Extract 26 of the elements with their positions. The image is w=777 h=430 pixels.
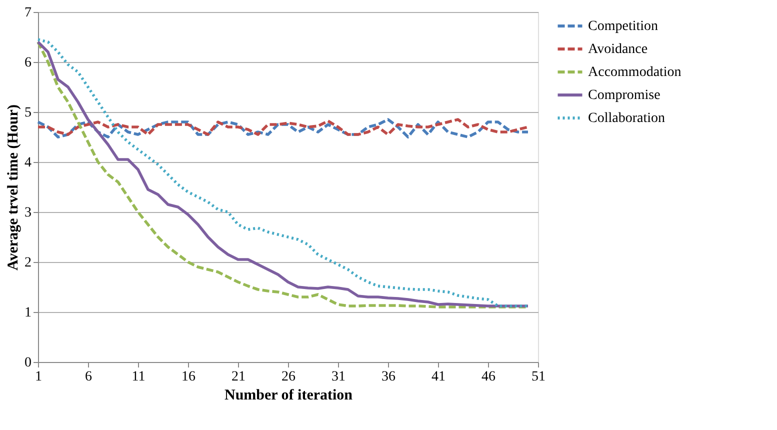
legend-label: Collaboration <box>588 111 665 126</box>
y-tick-label: 2 <box>24 256 32 270</box>
y-axis-title: Average trvel time (Hour) <box>6 104 22 270</box>
x-tick-label: 6 <box>85 370 92 384</box>
y-tick-label: 7 <box>24 6 32 20</box>
x-tick-label: 31 <box>332 370 346 384</box>
x-tick-label: 1 <box>35 370 42 384</box>
x-tick-label: 21 <box>232 370 246 384</box>
y-tick-label: 0 <box>24 356 32 370</box>
y-tick-label: 3 <box>24 206 32 220</box>
x-tick-label: 11 <box>132 370 146 384</box>
legend-label: Accommodation <box>588 65 682 80</box>
y-tick-label: 1 <box>24 306 32 320</box>
legend-label: Compromise <box>588 88 660 103</box>
legend-label: Avoidance <box>588 42 648 57</box>
x-tick-label: 46 <box>482 370 496 384</box>
x-tick-label: 41 <box>432 370 446 384</box>
legend-label: Competition <box>588 19 658 34</box>
y-tick-label: 6 <box>24 56 32 70</box>
x-tick-label: 26 <box>282 370 296 384</box>
x-tick-label: 51 <box>532 370 546 384</box>
x-tick-label: 36 <box>382 370 396 384</box>
x-axis-title: Number of iteration <box>224 388 354 404</box>
y-tick-label: 5 <box>24 106 32 120</box>
x-tick-label: 16 <box>182 370 196 384</box>
y-tick-label: 4 <box>24 156 32 170</box>
